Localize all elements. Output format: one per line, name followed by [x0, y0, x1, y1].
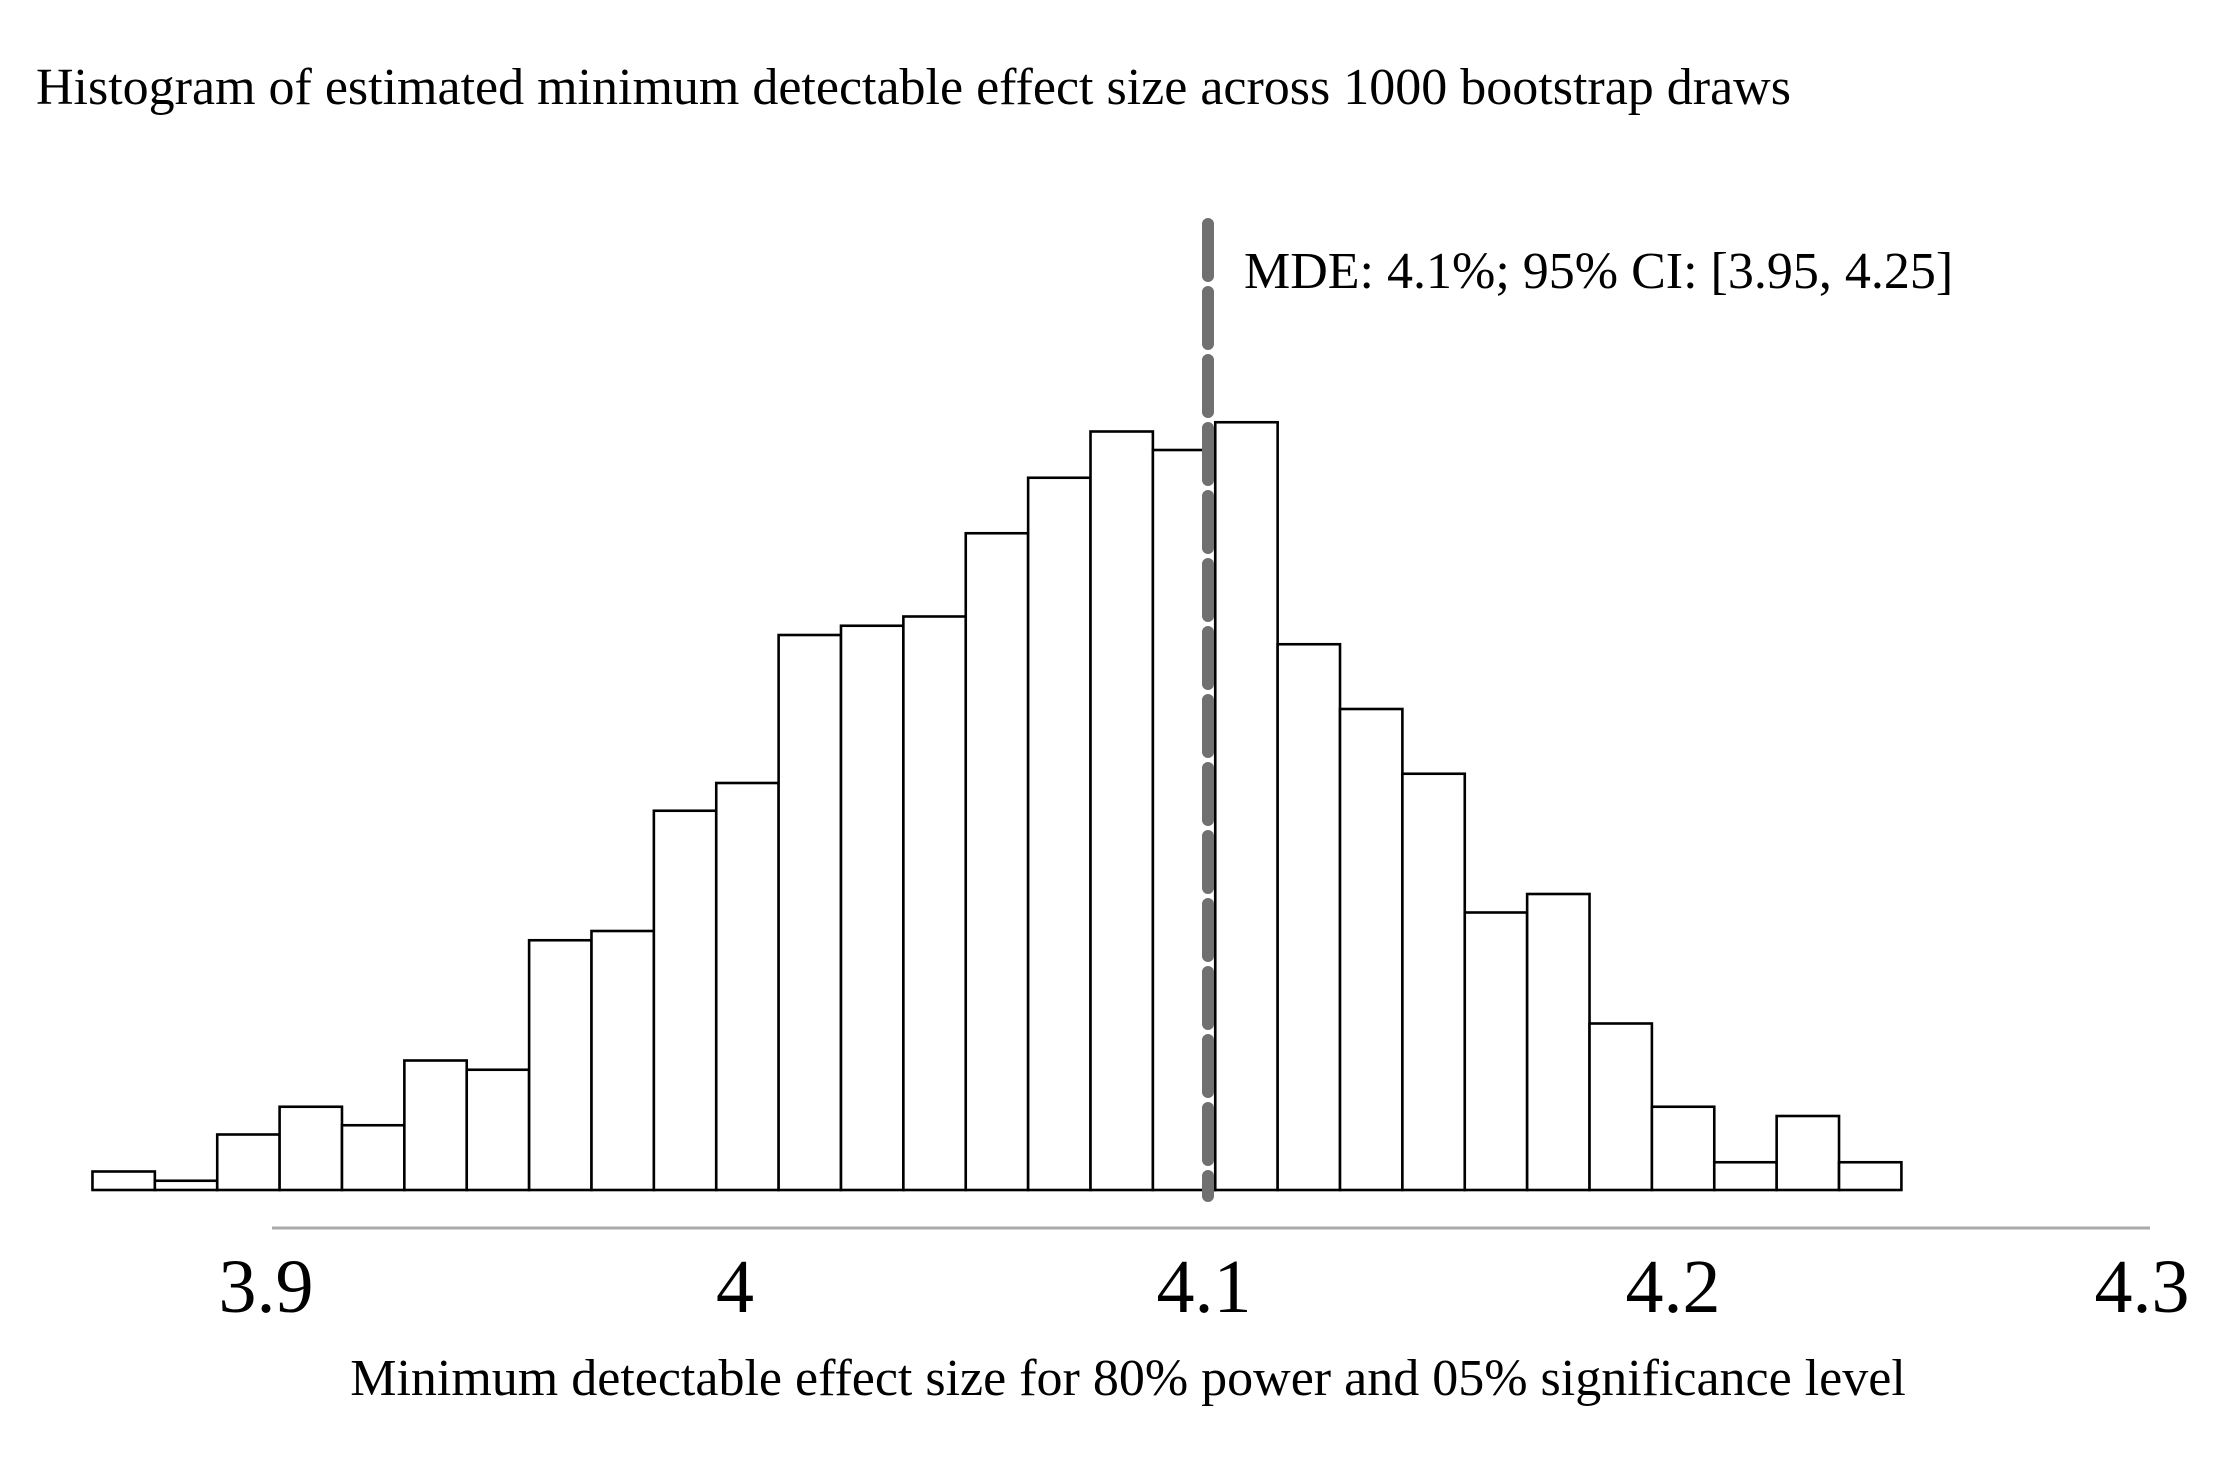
- histogram-bar: [403, 1059, 469, 1192]
- histogram-bar: [964, 531, 1030, 1192]
- histogram-bar: [465, 1068, 531, 1192]
- histogram-bar: [1712, 1160, 1778, 1192]
- histogram-bar: [1837, 1160, 1903, 1192]
- x-tick-label: 4.1: [1157, 1245, 1252, 1329]
- histogram-bar: [714, 781, 780, 1192]
- histogram-bar: [1525, 892, 1591, 1192]
- histogram-bar: [1213, 420, 1279, 1192]
- histogram-bar: [340, 1123, 406, 1192]
- histogram-bar: [215, 1133, 281, 1192]
- histogram-bar: [839, 624, 905, 1192]
- histogram-bar: [1338, 707, 1404, 1192]
- histogram-bar: [590, 929, 656, 1192]
- chart-title: Histogram of estimated minimum detectabl…: [36, 59, 1791, 116]
- histogram-bar: [1401, 772, 1467, 1192]
- histogram-bar: [902, 615, 968, 1192]
- histogram-bars: [91, 420, 1903, 1192]
- histogram-bar: [1650, 1105, 1716, 1192]
- mde-annotation: MDE: 4.1%; 95% CI: [3.95, 4.25]: [1244, 243, 1953, 300]
- histogram-bar: [1276, 642, 1342, 1192]
- histogram-bar: [1089, 430, 1155, 1192]
- histogram-bar: [777, 633, 843, 1192]
- histogram-bar: [153, 1179, 219, 1192]
- x-axis-label: Minimum detectable effect size for 80% p…: [350, 1350, 1906, 1407]
- x-tick-label: 4.2: [1626, 1245, 1721, 1329]
- x-axis-ticks: 3.9 4 4.1 4.2 4.3: [219, 1245, 2190, 1329]
- histogram-bar: [1026, 476, 1092, 1192]
- x-tick-label: 4: [716, 1245, 754, 1329]
- x-tick-label: 4.3: [2095, 1245, 2190, 1329]
- histogram-bar: [652, 809, 718, 1192]
- histogram-bar: [1463, 911, 1529, 1192]
- histogram-bar: [1588, 1022, 1654, 1192]
- histogram-bar: [278, 1105, 344, 1192]
- histogram-bar: [1775, 1114, 1841, 1192]
- histogram-bar: [527, 938, 593, 1192]
- x-tick-label: 3.9: [219, 1245, 314, 1329]
- histogram-bar: [91, 1170, 157, 1192]
